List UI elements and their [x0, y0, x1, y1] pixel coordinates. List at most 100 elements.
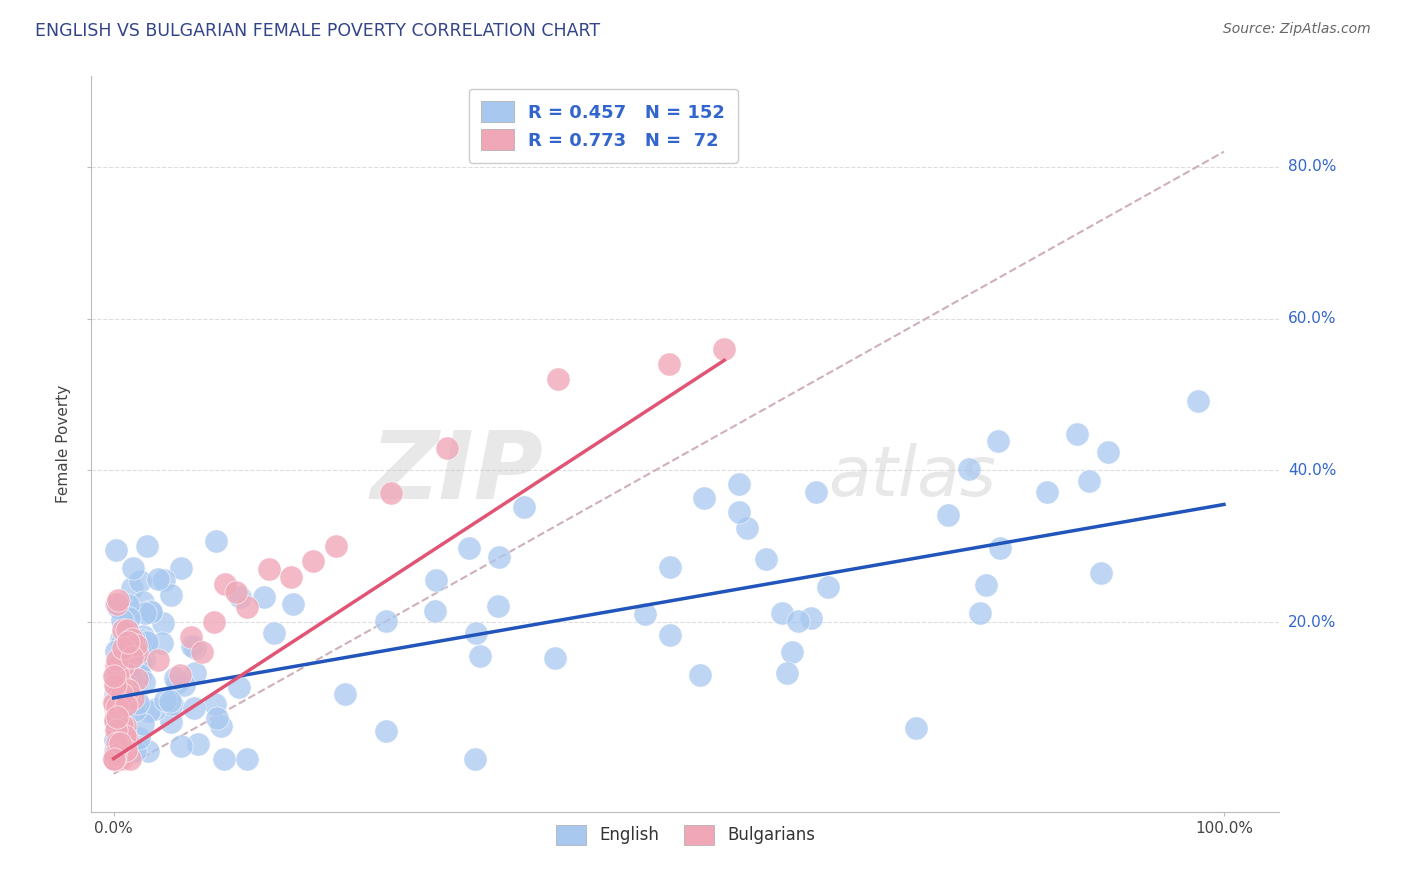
Point [129, 655, 152, 669]
Point [118, 751, 141, 765]
Point [103, 696, 125, 710]
Point [159, 589, 181, 603]
Point [111, 636, 134, 650]
Point [957, 462, 980, 476]
Point [713, 342, 735, 356]
Point [1035, 485, 1057, 500]
Point [187, 737, 209, 751]
Point [787, 614, 810, 628]
Point [121, 650, 143, 665]
Point [755, 552, 778, 566]
Point [1097, 444, 1119, 458]
Point [131, 595, 153, 609]
Point [117, 635, 139, 649]
Point [128, 731, 150, 745]
Point [121, 649, 143, 664]
Point [111, 641, 134, 656]
Point [104, 714, 127, 728]
Point [128, 657, 150, 672]
Point [111, 718, 134, 732]
Point [325, 539, 347, 553]
Point [105, 659, 128, 673]
Point [302, 554, 325, 568]
Point [253, 591, 276, 605]
Point [115, 662, 138, 676]
Point [136, 635, 159, 649]
Point [107, 668, 129, 682]
Point [727, 505, 749, 519]
Text: Source: ZipAtlas.com: Source: ZipAtlas.com [1223, 22, 1371, 37]
Point [263, 626, 285, 640]
Point [104, 747, 127, 762]
Legend: English, Bulgarians: English, Bulgarians [548, 819, 823, 851]
Point [166, 676, 188, 690]
Point [780, 645, 803, 659]
Point [129, 574, 152, 588]
Point [817, 580, 839, 594]
Point [107, 676, 129, 690]
Point [114, 719, 136, 733]
Point [117, 623, 139, 637]
Point [209, 719, 232, 733]
Point [139, 605, 162, 619]
Point [111, 642, 134, 657]
Point [121, 632, 143, 646]
Point [104, 671, 127, 685]
Point [114, 685, 136, 699]
Point [129, 667, 152, 681]
Text: ZIP: ZIP [370, 427, 543, 519]
Point [228, 680, 250, 694]
Point [107, 751, 129, 765]
Text: atlas: atlas [828, 443, 995, 510]
Point [117, 598, 139, 612]
Point [124, 639, 146, 653]
Point [191, 645, 214, 659]
Point [115, 652, 138, 666]
Point [105, 707, 128, 722]
Point [229, 590, 252, 604]
Point [115, 643, 138, 657]
Point [689, 667, 711, 681]
Point [105, 726, 128, 740]
Point [236, 599, 259, 614]
Point [131, 629, 153, 643]
Point [169, 668, 191, 682]
Point [105, 749, 128, 764]
Point [114, 729, 136, 743]
Point [121, 561, 143, 575]
Point [770, 606, 793, 620]
Point [134, 653, 156, 667]
Point [543, 651, 565, 665]
Point [103, 751, 125, 765]
Point [464, 751, 486, 765]
Point [105, 644, 128, 658]
Point [159, 693, 181, 707]
Point [108, 597, 131, 611]
Point [153, 693, 176, 707]
Text: 40.0%: 40.0% [1288, 463, 1336, 478]
Point [184, 666, 207, 681]
Point [374, 724, 396, 739]
Text: 60.0%: 60.0% [1288, 311, 1336, 326]
Point [118, 656, 141, 670]
Point [105, 653, 128, 667]
Point [486, 599, 509, 613]
Point [105, 723, 128, 737]
Point [1187, 393, 1209, 408]
Point [125, 690, 148, 705]
Point [134, 607, 156, 621]
Point [212, 751, 235, 765]
Point [111, 667, 134, 681]
Text: ENGLISH VS BULGARIAN FEMALE POVERTY CORRELATION CHART: ENGLISH VS BULGARIAN FEMALE POVERTY CORR… [35, 22, 600, 40]
Point [205, 711, 228, 725]
Point [115, 743, 138, 757]
Point [633, 607, 655, 621]
Point [184, 641, 207, 656]
Point [125, 638, 148, 652]
Y-axis label: Female Poverty: Female Poverty [56, 384, 72, 503]
Point [423, 604, 446, 618]
Point [104, 597, 127, 611]
Point [110, 671, 132, 685]
Point [112, 711, 135, 725]
Point [114, 726, 136, 740]
